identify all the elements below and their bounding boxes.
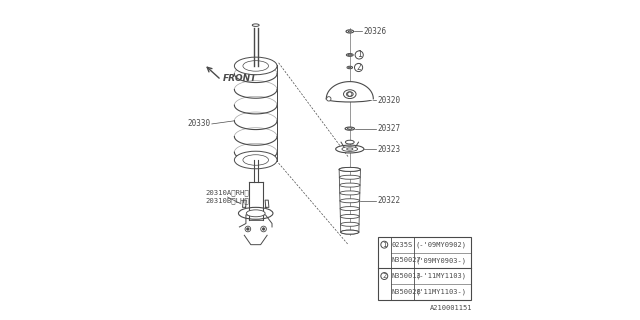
Text: N350013: N350013 <box>392 273 422 279</box>
Circle shape <box>381 241 388 248</box>
Text: (-'11MY1103): (-'11MY1103) <box>415 273 467 279</box>
Ellipse shape <box>252 24 259 27</box>
Ellipse shape <box>246 210 265 217</box>
Ellipse shape <box>340 222 359 226</box>
Circle shape <box>246 228 249 230</box>
Ellipse shape <box>346 140 354 144</box>
Circle shape <box>260 226 266 232</box>
Ellipse shape <box>336 145 364 153</box>
Ellipse shape <box>243 155 269 165</box>
Ellipse shape <box>348 31 351 32</box>
Text: 20322: 20322 <box>377 196 400 205</box>
Polygon shape <box>243 200 246 207</box>
Ellipse shape <box>349 67 351 68</box>
Ellipse shape <box>326 96 373 102</box>
Ellipse shape <box>239 207 273 219</box>
Text: ('11MY1103-): ('11MY1103-) <box>415 288 467 295</box>
Text: 20320: 20320 <box>377 96 400 105</box>
Circle shape <box>262 228 265 230</box>
Text: FRONT: FRONT <box>223 74 257 83</box>
Text: 2: 2 <box>382 273 387 279</box>
Text: (-'09MY0902): (-'09MY0902) <box>415 241 467 248</box>
Ellipse shape <box>340 191 360 195</box>
Ellipse shape <box>339 167 360 172</box>
Text: 20310A〈RH〉: 20310A〈RH〉 <box>205 190 250 196</box>
Circle shape <box>326 97 331 101</box>
Ellipse shape <box>342 147 358 151</box>
Ellipse shape <box>340 199 360 203</box>
Text: ('09MY0903-): ('09MY0903-) <box>415 257 467 264</box>
Bar <box>378 237 470 300</box>
Text: 1: 1 <box>357 51 362 60</box>
Ellipse shape <box>339 175 360 179</box>
Circle shape <box>245 226 251 232</box>
Ellipse shape <box>340 207 360 211</box>
Text: 1: 1 <box>382 242 387 248</box>
Ellipse shape <box>346 30 353 33</box>
Circle shape <box>381 273 388 279</box>
Ellipse shape <box>346 92 353 97</box>
Ellipse shape <box>340 214 359 219</box>
Ellipse shape <box>243 61 269 71</box>
Text: 20327: 20327 <box>377 124 400 133</box>
Text: N350027: N350027 <box>392 257 422 263</box>
Polygon shape <box>239 215 272 227</box>
Text: A210001151: A210001151 <box>429 305 472 311</box>
Ellipse shape <box>340 230 359 234</box>
Ellipse shape <box>345 127 355 130</box>
Ellipse shape <box>347 66 353 69</box>
Ellipse shape <box>347 148 353 150</box>
Ellipse shape <box>344 90 356 99</box>
Ellipse shape <box>348 128 352 129</box>
Polygon shape <box>265 200 269 207</box>
Text: 20323: 20323 <box>377 145 400 154</box>
Ellipse shape <box>346 53 353 56</box>
Text: 20326: 20326 <box>363 27 386 36</box>
Ellipse shape <box>340 230 359 234</box>
Text: 20310B〈LH〉: 20310B〈LH〉 <box>205 197 250 204</box>
Ellipse shape <box>348 54 351 56</box>
Text: 20330: 20330 <box>187 119 210 128</box>
Ellipse shape <box>339 167 360 172</box>
Text: N350028: N350028 <box>392 289 422 295</box>
Ellipse shape <box>340 183 360 187</box>
Ellipse shape <box>234 151 277 169</box>
Ellipse shape <box>234 57 277 75</box>
Circle shape <box>355 63 363 72</box>
Text: 0235S: 0235S <box>392 242 413 248</box>
Circle shape <box>348 92 352 96</box>
Circle shape <box>355 51 364 59</box>
Text: 2: 2 <box>356 63 361 72</box>
